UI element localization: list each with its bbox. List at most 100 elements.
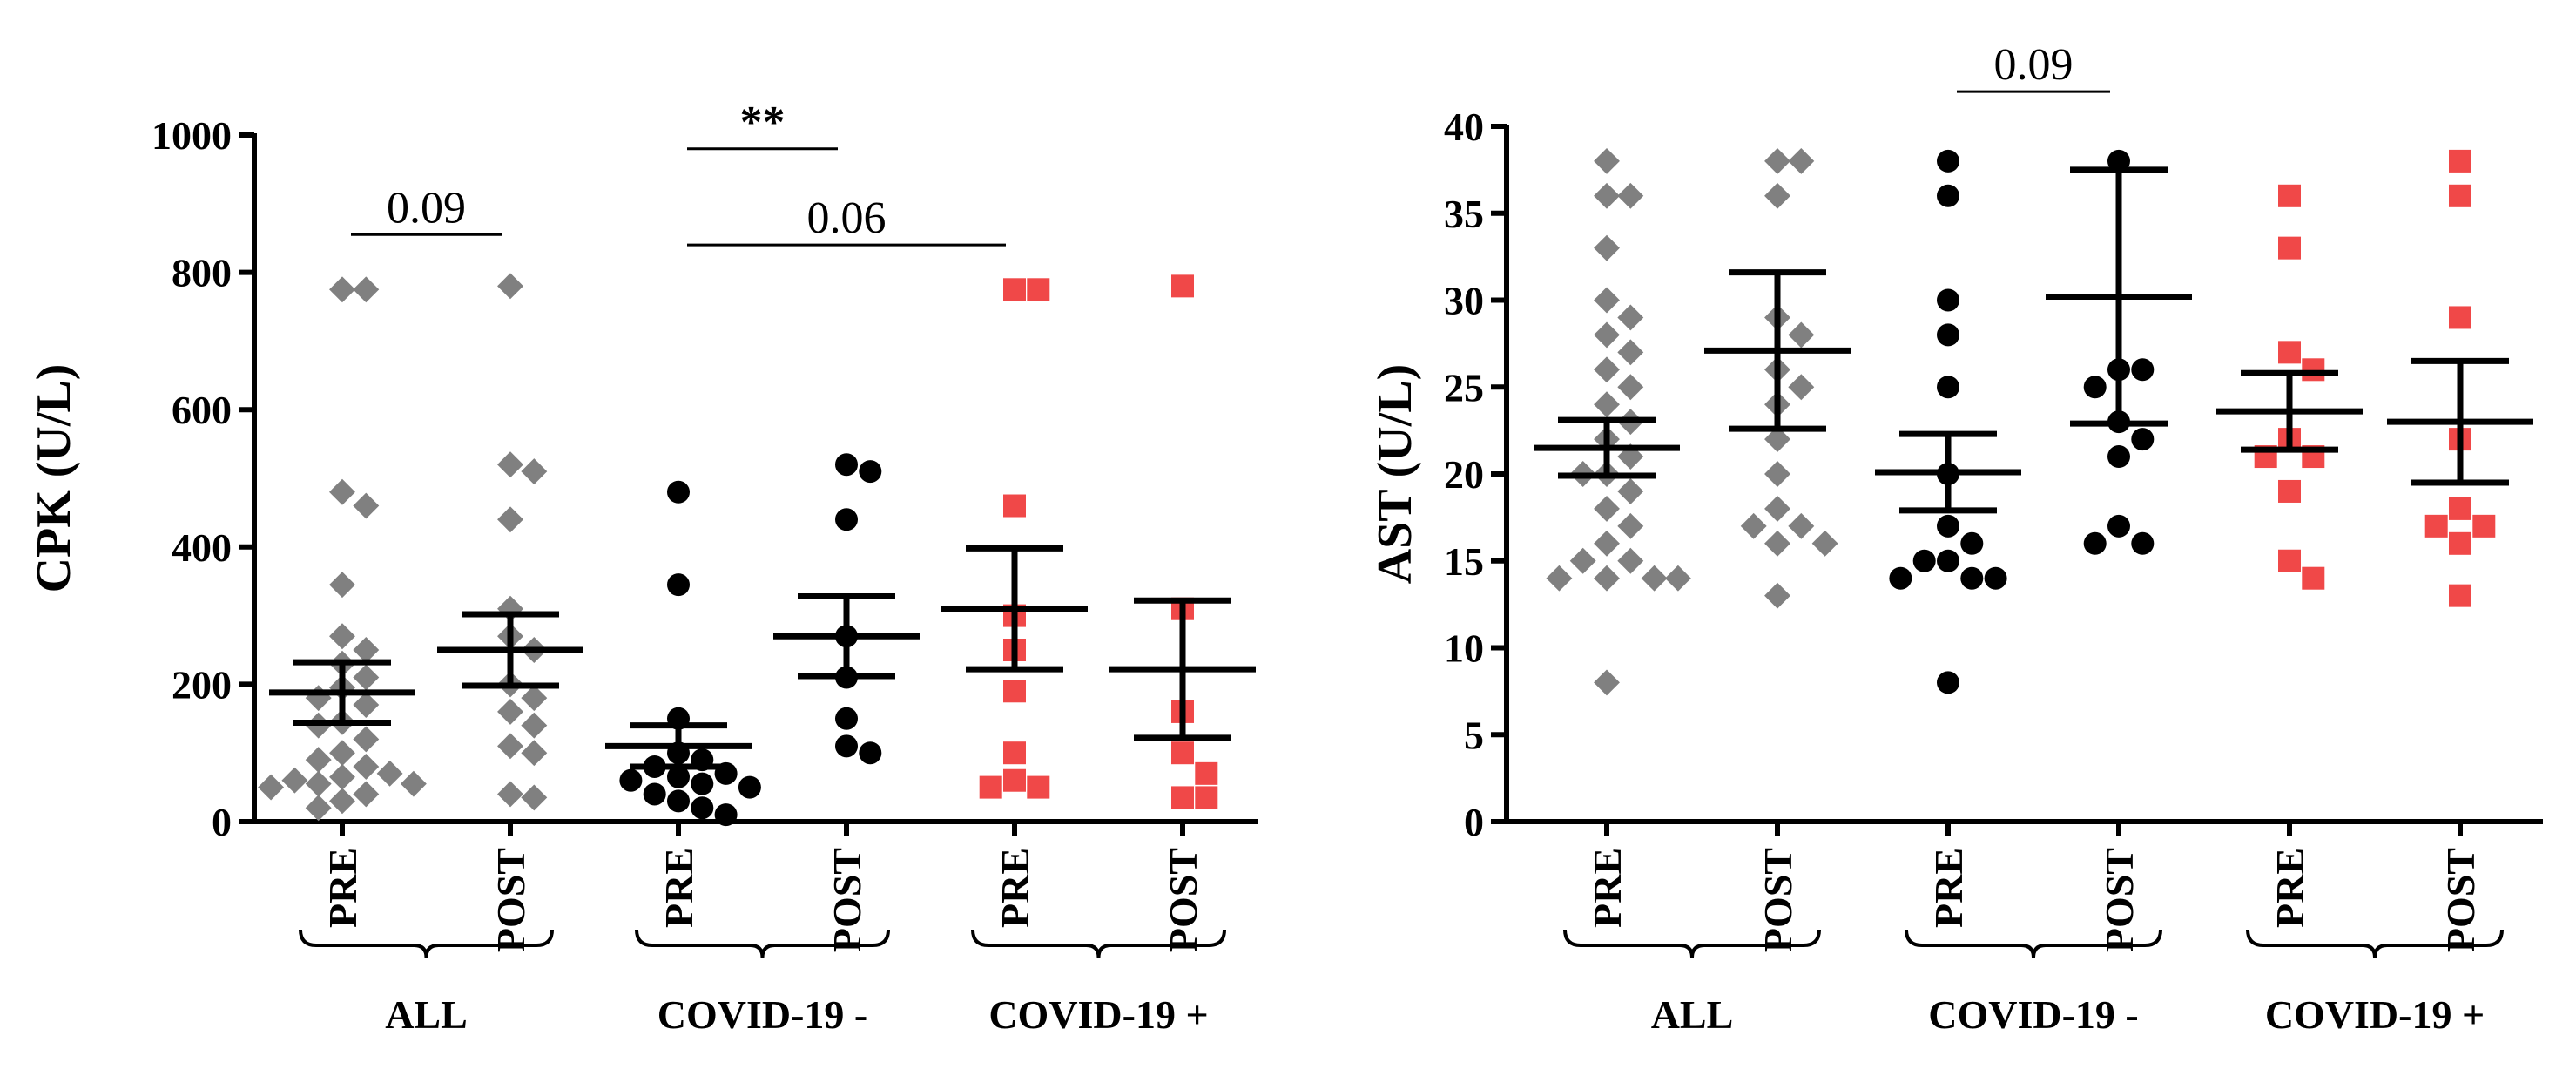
data-point bbox=[329, 623, 355, 650]
data-point bbox=[305, 770, 332, 797]
group-label: ALL bbox=[1651, 992, 1734, 1037]
data-point bbox=[1811, 530, 1838, 557]
data-point bbox=[2449, 184, 2471, 207]
data-point bbox=[353, 726, 380, 753]
data-point bbox=[691, 796, 714, 820]
data-point bbox=[2107, 514, 2130, 538]
data-point bbox=[2449, 497, 2471, 520]
data-point bbox=[643, 782, 666, 806]
data-point bbox=[1594, 287, 1620, 314]
data-point bbox=[2449, 306, 2471, 329]
data-point bbox=[1764, 530, 1790, 557]
data-point bbox=[1764, 461, 1790, 487]
x-tick-label: POST bbox=[825, 848, 869, 952]
data-point bbox=[1171, 741, 1194, 765]
x-tick-label: POST bbox=[489, 848, 533, 952]
data-point bbox=[400, 770, 427, 797]
data-point bbox=[2278, 184, 2301, 207]
x-tick-label: PRE bbox=[657, 848, 701, 928]
data-point bbox=[329, 478, 355, 505]
data-point bbox=[1171, 786, 1194, 809]
data-point bbox=[1788, 147, 1815, 174]
data-point bbox=[859, 741, 882, 765]
data-point bbox=[258, 774, 285, 801]
y-tick-label: 15 bbox=[1444, 539, 1484, 584]
data-point bbox=[2302, 358, 2325, 382]
data-point bbox=[1617, 374, 1644, 401]
data-point bbox=[2278, 236, 2301, 260]
data-point bbox=[1740, 512, 1767, 539]
group-label: COVID-19 - bbox=[657, 992, 867, 1037]
data-point bbox=[859, 460, 882, 484]
data-point bbox=[497, 781, 523, 808]
data-point bbox=[376, 760, 403, 787]
data-point bbox=[619, 768, 643, 792]
group-brace bbox=[971, 929, 1226, 958]
y-tick-label: 0 bbox=[1464, 800, 1484, 844]
data-point bbox=[353, 637, 380, 663]
data-point bbox=[497, 733, 523, 760]
data-point bbox=[353, 664, 380, 691]
data-point bbox=[497, 273, 523, 300]
data-point bbox=[1569, 547, 1596, 574]
data-point bbox=[305, 747, 332, 774]
x-tick-label: POST bbox=[1756, 848, 1800, 952]
data-point bbox=[521, 712, 548, 739]
data-point bbox=[497, 506, 523, 533]
data-point bbox=[329, 572, 355, 599]
data-point bbox=[1937, 323, 1959, 347]
data-point bbox=[329, 276, 355, 303]
data-point bbox=[2107, 445, 2130, 469]
data-point bbox=[353, 276, 380, 303]
data-point bbox=[305, 795, 332, 822]
data-point bbox=[1764, 582, 1790, 609]
data-point bbox=[2278, 479, 2301, 503]
data-point bbox=[1594, 147, 1620, 174]
data-point bbox=[1594, 321, 1620, 349]
data-point bbox=[329, 763, 355, 790]
data-point bbox=[667, 789, 690, 813]
data-point bbox=[329, 740, 355, 767]
data-point bbox=[1937, 376, 1959, 399]
data-point bbox=[1960, 566, 1984, 590]
x-tick-label: PRE bbox=[1926, 848, 1971, 928]
data-point bbox=[1594, 182, 1620, 209]
y-tick-label: 20 bbox=[1444, 452, 1484, 497]
data-point bbox=[1764, 147, 1790, 174]
data-point bbox=[691, 772, 714, 795]
data-point bbox=[1617, 547, 1644, 574]
data-point bbox=[1195, 761, 1218, 785]
data-point bbox=[1641, 565, 1668, 592]
data-point bbox=[1171, 274, 1194, 298]
data-point bbox=[1594, 391, 1620, 418]
significance-label: 0.09 bbox=[1994, 40, 2074, 90]
data-point bbox=[1617, 512, 1644, 539]
y-tick-label: 200 bbox=[172, 662, 232, 707]
data-point bbox=[1984, 566, 2007, 590]
y-tick-label: 0 bbox=[212, 800, 232, 844]
data-point bbox=[2083, 531, 2107, 555]
data-point bbox=[1960, 531, 1984, 555]
data-point bbox=[2131, 358, 2155, 382]
data-point bbox=[2449, 584, 2471, 607]
data-point bbox=[835, 734, 858, 758]
data-point bbox=[1594, 669, 1620, 696]
y-tick-label: 30 bbox=[1444, 279, 1484, 323]
data-point bbox=[1937, 514, 1959, 538]
data-point bbox=[667, 573, 690, 597]
data-point bbox=[521, 685, 548, 712]
data-point bbox=[353, 492, 380, 519]
data-point bbox=[738, 775, 761, 799]
y-tick-label: 600 bbox=[172, 388, 232, 432]
data-point bbox=[667, 765, 690, 788]
data-point bbox=[1027, 775, 1050, 799]
data-point bbox=[2083, 376, 2107, 399]
data-point bbox=[1937, 549, 1959, 572]
group-brace bbox=[2246, 929, 2504, 958]
data-point bbox=[1788, 321, 1815, 349]
x-tick-label: POST bbox=[2097, 848, 2141, 952]
data-point bbox=[1764, 426, 1790, 453]
data-point bbox=[521, 740, 548, 767]
data-point bbox=[1594, 234, 1620, 261]
